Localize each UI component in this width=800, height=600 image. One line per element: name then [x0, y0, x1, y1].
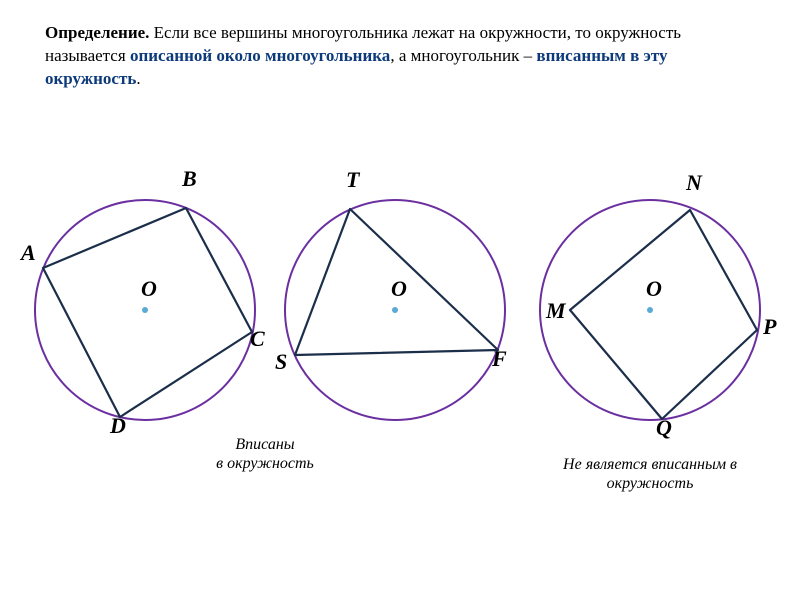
definition-text-2: , а многоугольник – [390, 46, 536, 65]
caption-not-inscribed: Не является вписанным вокружность [535, 455, 765, 493]
label-m: M [546, 298, 566, 324]
label-d: D [110, 413, 126, 439]
definition-paragraph: Определение. Если все вершины многоуголь… [45, 22, 765, 91]
definition-lead: Определение. [45, 23, 154, 42]
diagram-area: A B C D O T S F O N P Q M O Вписаныв окр… [0, 180, 800, 560]
label-s: S [275, 349, 287, 375]
label-n: N [686, 170, 702, 196]
label-o3: O [646, 276, 662, 302]
label-b: B [182, 166, 197, 192]
label-f: F [492, 346, 507, 372]
label-t: T [346, 167, 359, 193]
caption-inscribed: Вписаныв окружность [190, 435, 340, 473]
label-q: Q [656, 415, 672, 441]
definition-emph-1: описанной около многоугольника [130, 46, 390, 65]
definition-text-3: . [136, 69, 140, 88]
label-a: A [21, 240, 36, 266]
label-p: P [763, 314, 776, 340]
label-o2: O [391, 276, 407, 302]
label-c: C [250, 326, 265, 352]
figure-3-center-dot [647, 307, 653, 313]
label-o1: O [141, 276, 157, 302]
